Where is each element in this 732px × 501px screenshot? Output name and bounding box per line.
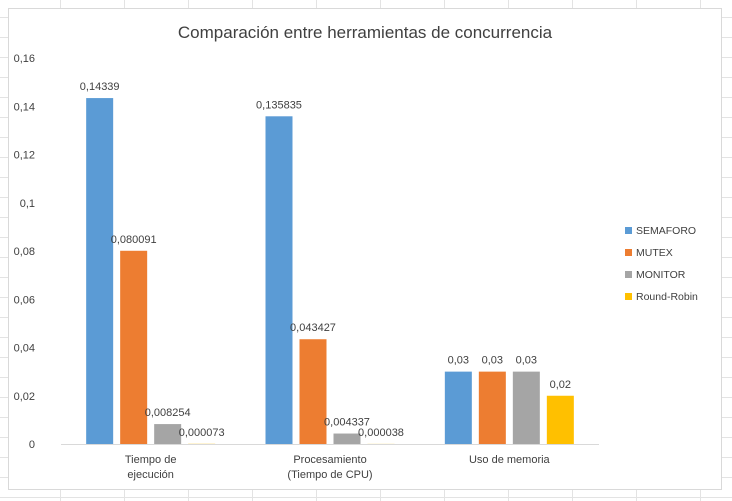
bars [86, 98, 574, 445]
data-labels: 0,14339 0,080091 0,008254 0,000073 0,135835 0… [80, 81, 571, 439]
data-label: 0,02 [550, 379, 571, 391]
bar-mutex-1[interactable] [299, 339, 327, 444]
data-label: 0,03 [448, 355, 469, 367]
data-label: 0,03 [516, 355, 537, 367]
bar-semaforo-2[interactable] [444, 371, 472, 444]
y-tick-label: 0,1 [20, 198, 35, 210]
y-tick-label: 0,06 [14, 294, 35, 306]
chart-title: Comparación entre herramientas de concur… [178, 23, 553, 42]
data-label: 0,043427 [290, 322, 336, 334]
bar-semaforo-0[interactable] [86, 98, 114, 444]
bar-mutex-2[interactable] [478, 371, 506, 444]
x-axis: Tiempo de ejecución Procesamiento (Tiempo d… [61, 444, 599, 481]
data-label: 0,14339 [80, 81, 120, 93]
y-tick-label: 0,08 [14, 246, 35, 258]
y-tick-label: 0,02 [14, 391, 35, 403]
bar-monitor-0[interactable] [154, 424, 182, 444]
legend-entry[interactable]: MONITOR [636, 269, 686, 281]
data-label: 0,004337 [324, 417, 370, 429]
data-label: 0,008254 [145, 407, 191, 419]
bar-chart: Comparación entre herramientas de concur… [14, 23, 698, 481]
legend-swatch [625, 271, 632, 278]
y-tick-label: 0 [29, 439, 35, 451]
legend-entry[interactable]: MUTEX [636, 247, 673, 259]
x-tick-label: Tiempo de [125, 454, 177, 466]
y-tick-label: 0,04 [14, 343, 35, 355]
chart-area[interactable]: Comparación entre herramientas de concur… [8, 8, 722, 490]
legend-entry[interactable]: Round-Robin [636, 291, 698, 303]
x-tick-label: ejecución [127, 469, 173, 481]
x-tick-label: Uso de memoria [469, 454, 551, 466]
y-tick-label: 0,14 [14, 101, 35, 113]
y-tick-label: 0,12 [14, 150, 35, 162]
bar-mutex-0[interactable] [120, 250, 148, 444]
legend[interactable]: SEMAFORO MUTEX MONITOR Round-Robin [625, 225, 698, 303]
data-label: 0,000073 [179, 427, 225, 439]
data-label: 0,080091 [111, 234, 157, 246]
bar-monitor-1[interactable] [333, 433, 361, 444]
legend-entry[interactable]: SEMAFORO [636, 225, 696, 237]
bar-round-robin-2[interactable] [546, 395, 574, 444]
y-tick-label: 0,16 [14, 53, 35, 65]
bar-monitor-2[interactable] [512, 371, 540, 444]
data-label: 0,03 [482, 355, 503, 367]
legend-swatch [625, 293, 632, 300]
data-label: 0,135835 [256, 99, 302, 111]
x-tick-label: Procesamiento [293, 454, 366, 466]
bar-semaforo-1[interactable] [265, 116, 293, 444]
data-label: 0,000038 [358, 427, 404, 439]
legend-swatch [625, 227, 632, 234]
legend-swatch [625, 249, 632, 256]
y-axis: 0 0,02 0,04 0,06 0,08 0,1 0,12 0,14 0,16 [14, 53, 35, 451]
x-tick-label: (Tiempo de CPU) [287, 469, 372, 481]
